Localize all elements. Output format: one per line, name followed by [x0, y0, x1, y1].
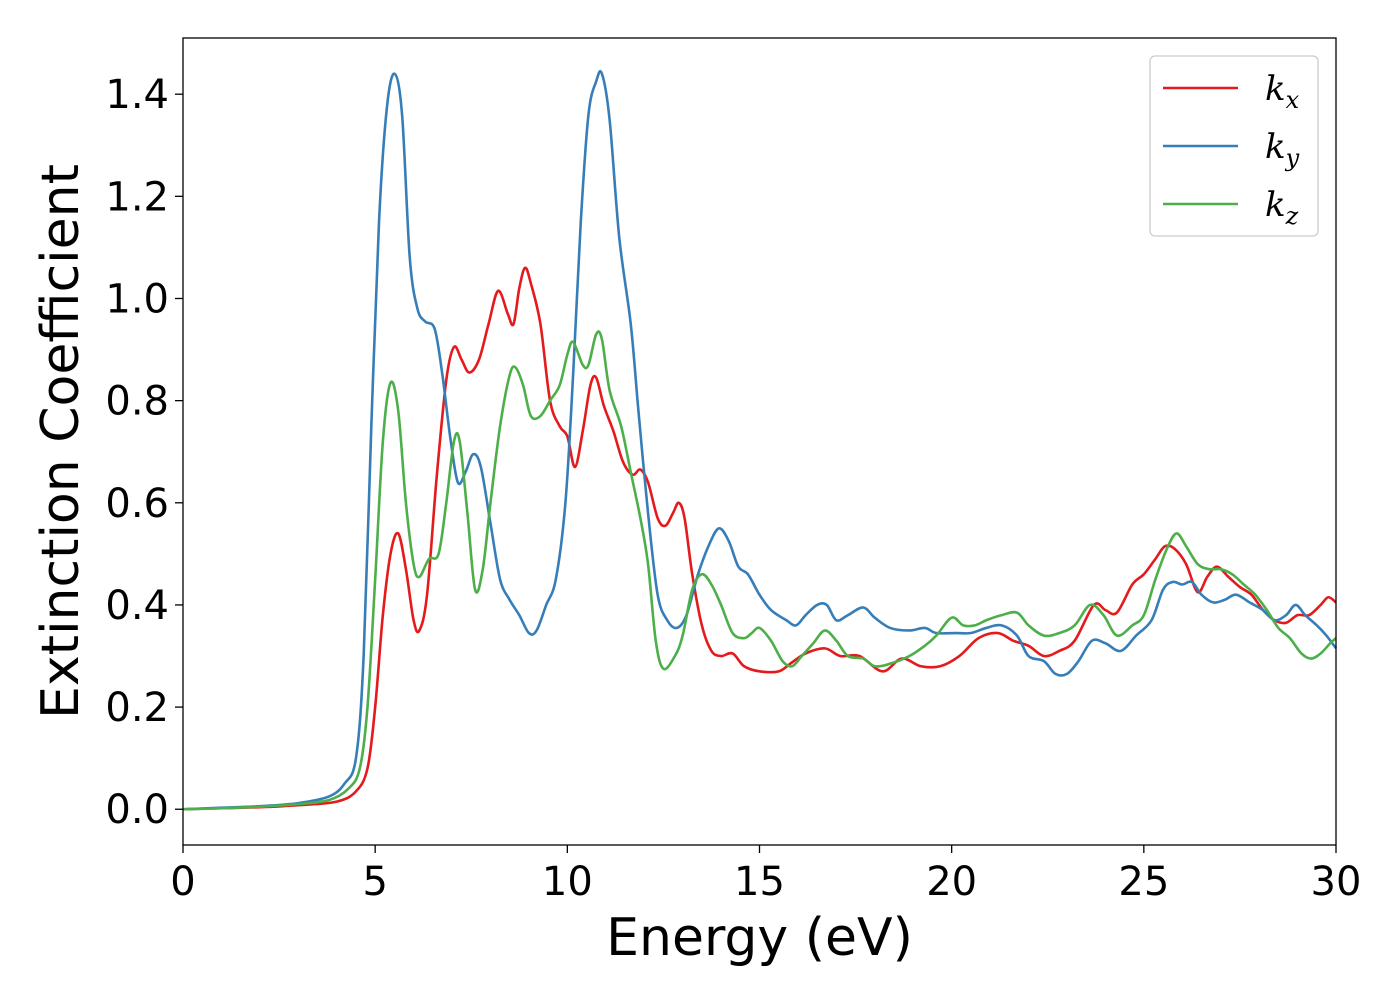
- y-axis-label: Extinction Coefficient: [31, 164, 91, 719]
- y-tick-label: 0.8: [105, 379, 169, 425]
- series-layer: [182, 69, 1338, 811]
- series-line-y: [182, 69, 1338, 811]
- legend-label-sub: y: [1285, 144, 1300, 172]
- legend-label-main: k: [1265, 127, 1286, 167]
- legend-label-main: k: [1265, 185, 1286, 225]
- legend-label-y: ky: [1265, 127, 1300, 172]
- x-tick-label: 25: [1118, 859, 1169, 905]
- y-tick-label: 1.4: [105, 72, 169, 118]
- legend-label-sub: x: [1286, 86, 1300, 114]
- x-tick-label: 15: [734, 859, 785, 905]
- x-tick-label: 10: [542, 859, 593, 905]
- legend-label-sub: z: [1285, 202, 1299, 230]
- x-tick-label: 0: [170, 859, 195, 905]
- y-tick-label: 0.2: [105, 685, 169, 731]
- legend-label-main: k: [1265, 69, 1286, 109]
- series-line-x: [182, 266, 1337, 811]
- legend-label-x: kx: [1265, 69, 1300, 114]
- y-tick-label: 0.0: [105, 787, 169, 833]
- x-axis-label: Energy (eV): [606, 908, 913, 968]
- legend-label-z: kz: [1265, 185, 1299, 230]
- x-tick-label: 20: [926, 859, 977, 905]
- x-axis-ticks: 0 5 10 15 20 25 30: [170, 845, 1361, 905]
- y-tick-label: 0.4: [105, 583, 169, 629]
- y-axis-ticks: 0.0 0.2 0.4 0.6 0.8 1.0 1.2 1.4: [105, 72, 183, 833]
- x-tick-label: 5: [362, 859, 387, 905]
- y-tick-label: 1.0: [105, 276, 169, 322]
- y-tick-label: 0.6: [105, 481, 169, 527]
- series-line-z: [182, 330, 1337, 811]
- x-tick-label: 30: [1311, 859, 1362, 905]
- y-tick-label: 1.2: [105, 174, 169, 220]
